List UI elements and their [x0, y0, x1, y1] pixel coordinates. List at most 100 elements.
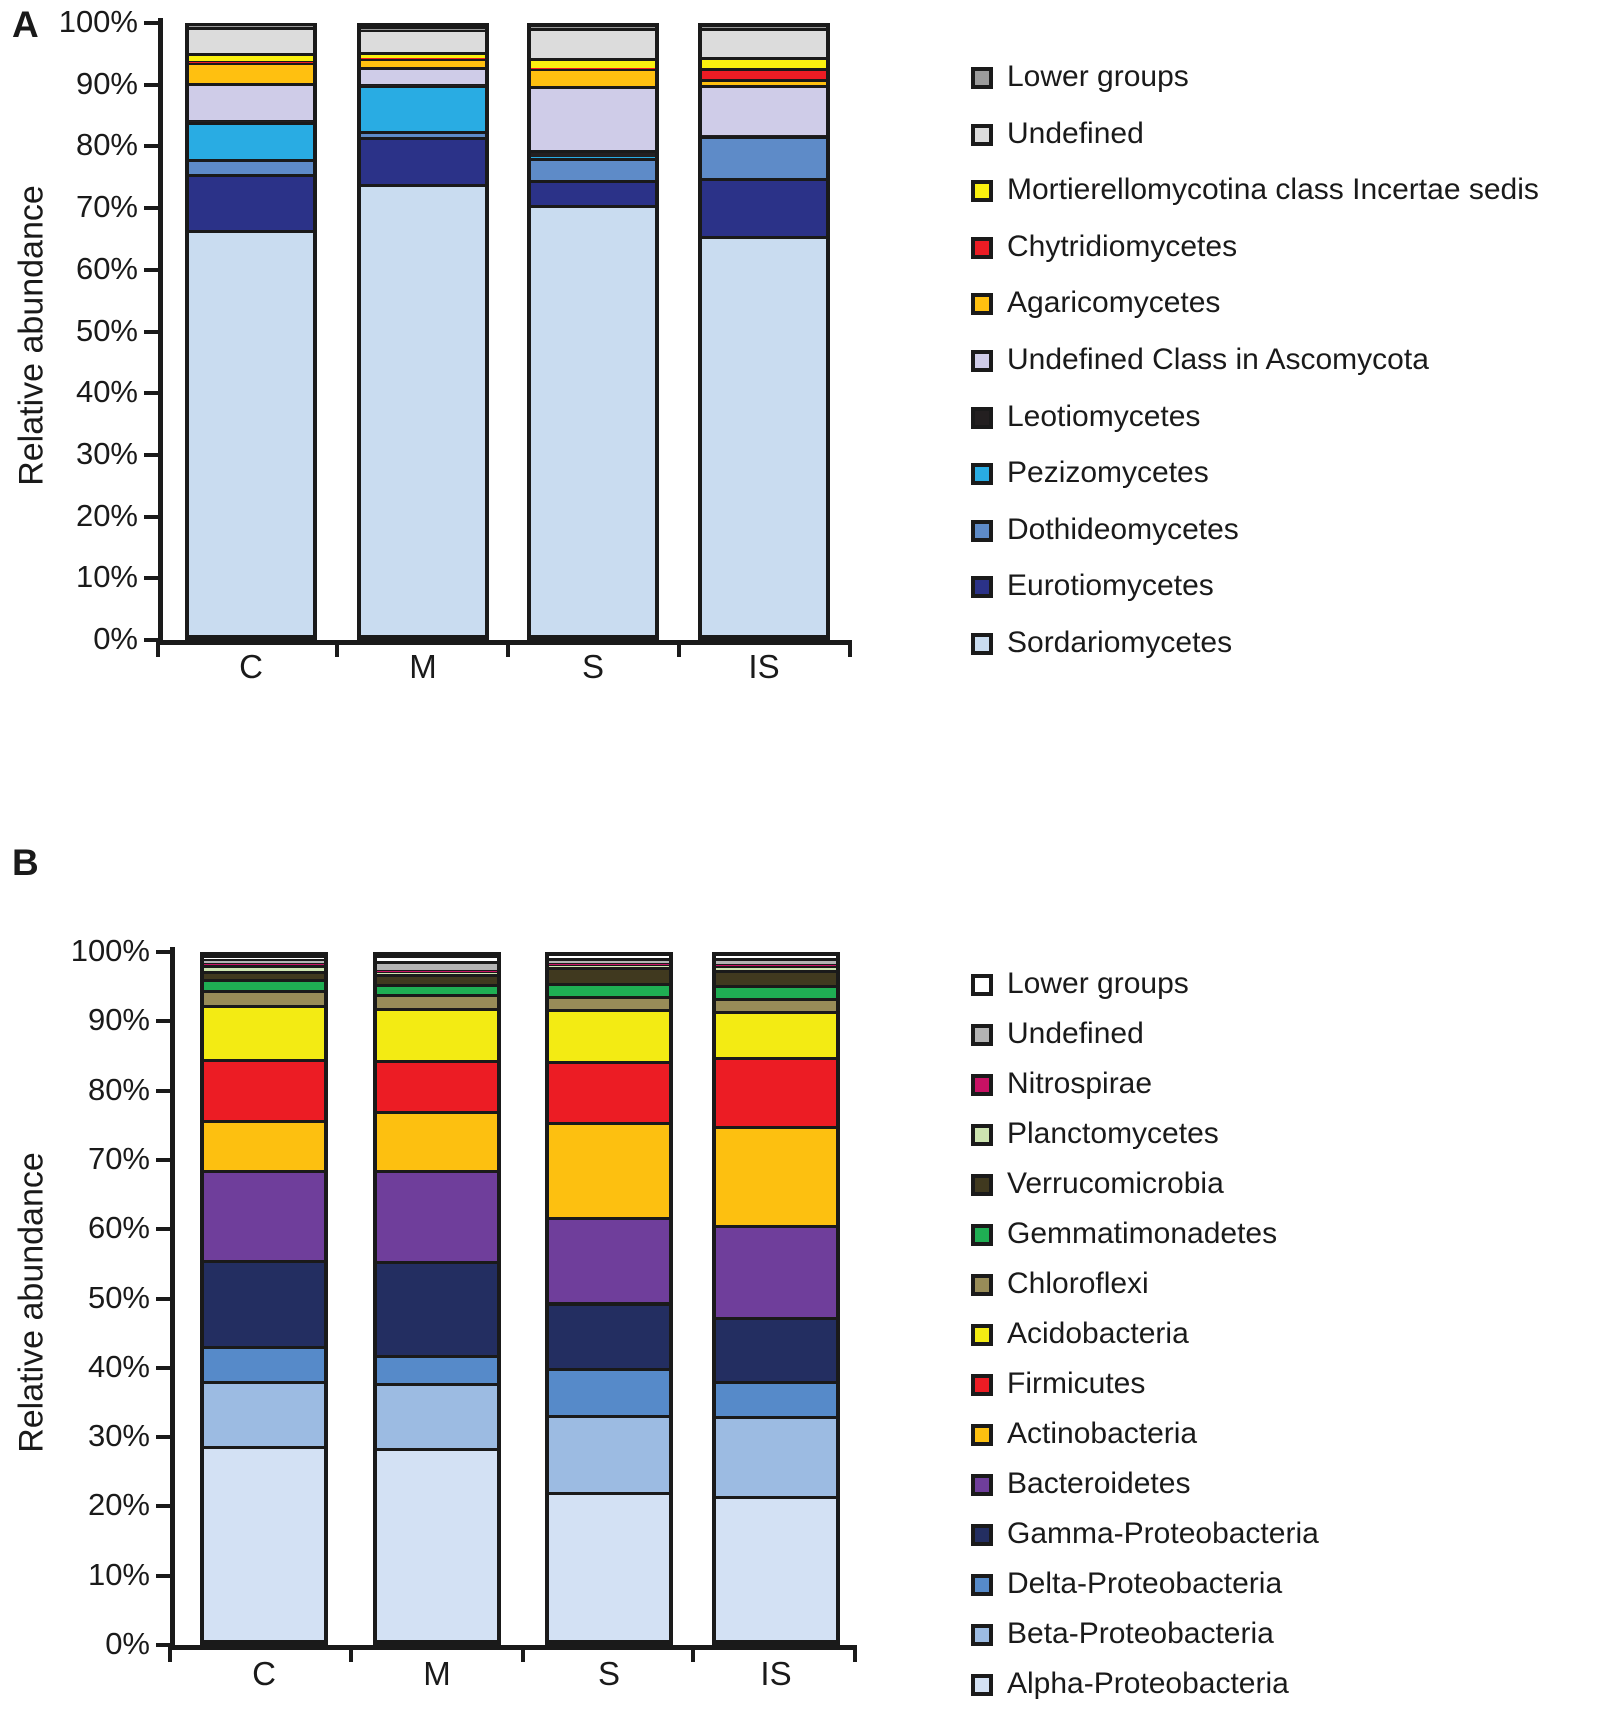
y-tick-a — [144, 82, 158, 87]
x-category-label-b-IS: IS — [760, 1655, 792, 1692]
segment-undefined-class-in-ascomycota — [531, 89, 655, 150]
segment-actinobacteria — [377, 1114, 497, 1170]
segment-firmicutes — [549, 1063, 669, 1123]
x-category-label-a-C: C — [239, 648, 263, 685]
segment-lower-groups — [361, 28, 485, 30]
segment-verrucomicrobia — [377, 977, 497, 984]
y-tick-a — [144, 329, 158, 334]
y-tick-label-b: 40% — [87, 1348, 150, 1384]
y-tick-b — [156, 1227, 170, 1232]
bar-b-C — [200, 952, 328, 1645]
y-axis-b — [170, 947, 175, 1650]
y-tick-label-b: 20% — [87, 1487, 150, 1523]
y-tick-label-b: 60% — [87, 1210, 150, 1246]
legend-label-pezizomycetes: Pezizomycetes — [1007, 456, 1209, 490]
segment-mortierellomycotina-class-incertae-sedis — [702, 59, 826, 68]
legend-label-undefined-class-in-ascomycota: Undefined Class in Ascomycota — [1007, 343, 1429, 376]
segment-undefined-class-in-ascomycota — [189, 86, 313, 120]
segment-dothideomycetes — [531, 160, 655, 181]
segment-gemmatimonadetes — [204, 982, 324, 991]
segment-undefined — [361, 32, 485, 52]
panel-a-label: A — [12, 4, 39, 45]
y-tick-b — [156, 1296, 170, 1301]
legend-label-lower-groups: Lower groups — [1007, 60, 1189, 93]
y-tick-b — [156, 1573, 170, 1578]
x-category-label-a-M: M — [409, 648, 437, 685]
legend-swatch-alpha-proteobacteria — [971, 1674, 993, 1696]
segment-lower-groups — [716, 956, 836, 958]
segment-delta-proteobacteria — [204, 1349, 324, 1382]
segment-actinobacteria — [716, 1129, 836, 1226]
segment-undefined-class-in-ascomycota — [361, 69, 485, 84]
legend-swatch-gamma-proteobacteria — [971, 1524, 993, 1546]
segment-undefined — [531, 30, 655, 58]
legend-label-chloroflexi: Chloroflexi — [1007, 1267, 1149, 1300]
segment-undefined — [377, 964, 497, 970]
legend-label-planctomycetes: Planctomycetes — [1007, 1117, 1219, 1150]
legend-swatch-agaricomycetes — [971, 293, 993, 316]
x-tick-a — [506, 640, 510, 657]
legend-label-eurotiomycetes: Eurotiomycetes — [1007, 569, 1214, 603]
y-tick-label-a: 30% — [75, 435, 138, 471]
segment-actinobacteria — [204, 1122, 324, 1170]
y-tick-a — [144, 391, 158, 396]
segment-planctomycetes — [549, 965, 669, 967]
segment-lower-groups — [549, 956, 669, 958]
y-tick-label-a: 10% — [75, 559, 138, 595]
segment-undefined — [204, 961, 324, 963]
segment-delta-proteobacteria — [716, 1383, 836, 1417]
legend-swatch-verrucomicrobia — [971, 1174, 993, 1196]
legend-label-actinobacteria: Actinobacteria — [1007, 1417, 1198, 1450]
segment-firmicutes — [716, 1059, 836, 1127]
segment-undefined-class-in-ascomycota — [702, 87, 826, 135]
segment-gemmatimonadetes — [377, 986, 497, 995]
bar-b-IS — [712, 952, 840, 1645]
segment-nitrospirae — [549, 964, 669, 965]
segment-leotiomycetes — [189, 120, 313, 122]
y-axis-a — [158, 18, 163, 645]
legend-label-delta-proteobacteria: Delta-Proteobacteria — [1007, 1567, 1283, 1600]
y-tick-label-a: 100% — [58, 4, 138, 39]
x-tick-b — [168, 1645, 172, 1662]
y-tick-label-a: 40% — [75, 374, 138, 410]
segment-sordariomycetes — [361, 186, 485, 635]
y-tick-a — [144, 206, 158, 211]
segment-lower-groups — [204, 957, 324, 960]
legend-swatch-dothideomycetes — [971, 519, 993, 542]
segment-delta-proteobacteria — [377, 1358, 497, 1384]
legend-swatch-beta-proteobacteria — [971, 1624, 993, 1646]
y-tick-b — [156, 1365, 170, 1370]
segment-acidobacteria — [716, 1013, 836, 1057]
segment-agaricomycetes — [361, 61, 485, 67]
legend-label-mortierellomycotina-class-incertae-sedis: Mortierellomycotina class Incertae sedis — [1007, 173, 1539, 207]
segment-nitrospirae — [716, 964, 836, 966]
y-tick-b — [156, 1157, 170, 1162]
segment-nitrospirae — [204, 963, 324, 965]
x-tick-b — [853, 1645, 857, 1662]
bar-a-S — [527, 23, 659, 640]
legend-swatch-lower-groups — [971, 974, 993, 996]
segment-acidobacteria — [377, 1010, 497, 1060]
legend-swatch-gemmatimonadetes — [971, 1224, 993, 1246]
segment-acidobacteria — [549, 1012, 669, 1061]
segment-gamma-proteobacteria — [204, 1263, 324, 1347]
legend-swatch-leotiomycetes — [971, 406, 993, 429]
segment-delta-proteobacteria — [549, 1370, 669, 1415]
segment-beta-proteobacteria — [377, 1386, 497, 1448]
bar-a-IS — [698, 23, 830, 640]
segment-beta-proteobacteria — [716, 1419, 836, 1496]
y-tick-label-a: 60% — [75, 250, 138, 286]
y-tick-b — [156, 1435, 170, 1440]
legend-label-agaricomycetes: Agaricomycetes — [1007, 286, 1221, 320]
segment-eurotiomycetes — [189, 176, 313, 230]
segment-sordariomycetes — [702, 239, 826, 635]
segment-undefined — [702, 30, 826, 57]
legend-swatch-undefined — [971, 1024, 993, 1046]
segment-agaricomycetes — [702, 82, 826, 85]
segment-gemmatimonadetes — [549, 986, 669, 996]
bar-b-M — [373, 952, 501, 1645]
segment-alpha-proteobacteria — [549, 1495, 669, 1640]
y-tick-label-b: 0% — [105, 1626, 150, 1661]
legend-swatch-actinobacteria — [971, 1424, 993, 1446]
legend-label-gemmatimonadetes: Gemmatimonadetes — [1007, 1217, 1278, 1250]
